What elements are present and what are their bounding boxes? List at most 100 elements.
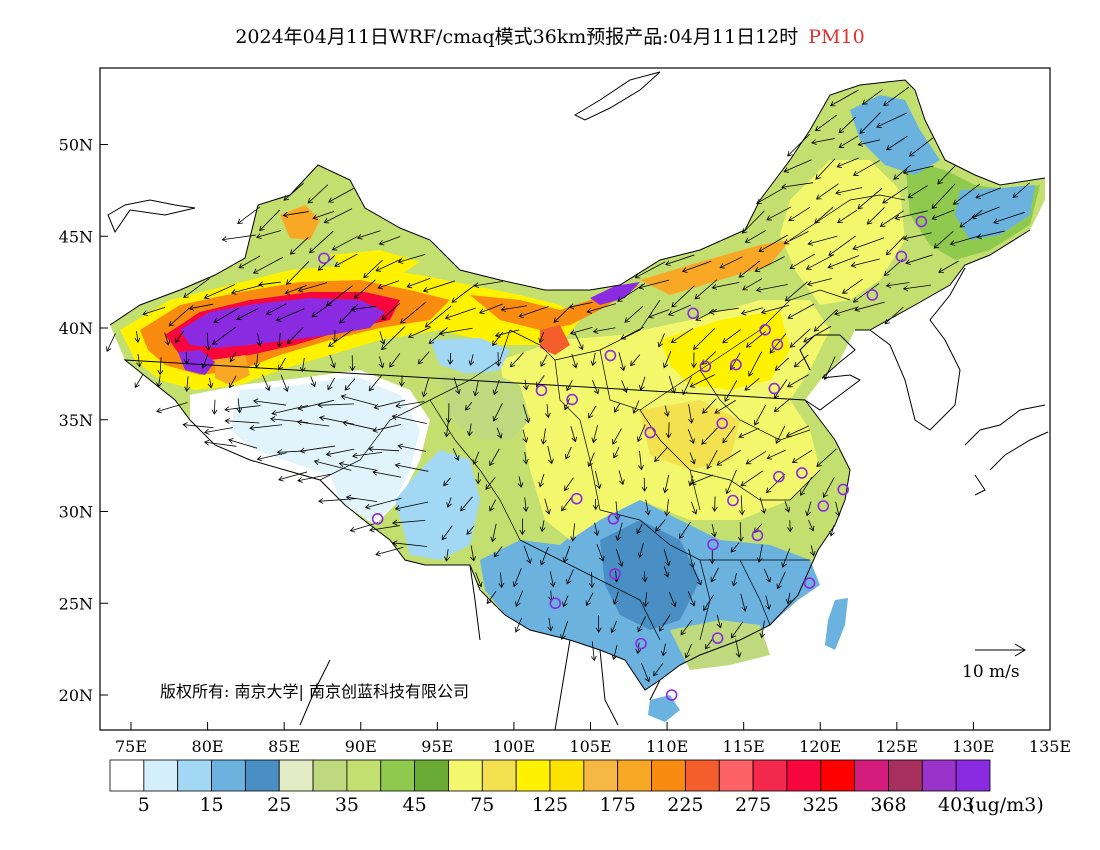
wind-arrow	[907, 185, 928, 199]
city-marker	[837, 483, 850, 496]
wind-arrow	[814, 114, 837, 132]
wind-arrow	[588, 405, 597, 419]
wind-arrow	[893, 164, 911, 180]
wind-arrow	[417, 351, 430, 365]
legend-swatch	[651, 759, 686, 792]
wind-arrow	[742, 278, 763, 291]
wind-arrow	[671, 285, 695, 308]
wind-arrow	[473, 281, 503, 289]
wind-arrow	[709, 549, 716, 565]
wind-arrow	[882, 186, 908, 204]
wind-arrow	[523, 545, 532, 565]
latitude-axis: 20N 25N 30N 35N 40N 45N 50N	[59, 136, 108, 705]
legend-swatch	[380, 759, 416, 792]
city-marker	[730, 358, 742, 371]
wind-arrow	[496, 427, 503, 439]
wind-arrow	[495, 352, 502, 367]
wind-arrow	[692, 328, 716, 350]
wind-arrow	[811, 138, 835, 145]
wind-arrow	[689, 374, 716, 388]
wind-arrow	[522, 379, 529, 391]
map-title: 2024年04月11日WRF/cmaq模式36km预报产品:04月11日12时 P…	[0, 22, 1100, 49]
wind-arrow	[838, 135, 859, 148]
wind-arrow	[228, 375, 237, 389]
wind-arrow	[325, 448, 355, 457]
wind-arrow	[754, 405, 766, 426]
wind-arrow	[829, 525, 835, 537]
wind-arrow	[618, 470, 625, 486]
wind-arrow	[571, 353, 578, 369]
wind-arrow	[722, 329, 741, 344]
wind-arrow	[310, 376, 316, 388]
city-marker	[644, 426, 657, 439]
wind-arrow	[612, 591, 619, 605]
y-tick-label: 20N	[59, 686, 93, 705]
taiwan-blue	[825, 598, 848, 650]
wind-arrow	[789, 253, 815, 269]
wind-arrow	[327, 377, 336, 391]
wind-arrow	[876, 112, 907, 129]
wind-arrow	[706, 450, 718, 470]
wind-arrow	[765, 474, 786, 494]
wind-arrow	[730, 621, 744, 639]
wind-arrow	[787, 520, 794, 533]
wind-arrow	[787, 133, 810, 157]
wind-arrow	[255, 230, 282, 239]
wind-arrow	[547, 445, 554, 465]
wind-arrow	[725, 469, 737, 495]
wind-arrow	[345, 494, 378, 503]
wind-arrow	[494, 329, 520, 338]
wind-arrow	[703, 594, 714, 612]
wind-arrow	[397, 253, 426, 264]
wind-arrow	[379, 331, 386, 345]
wind-arrow	[711, 524, 717, 538]
wind-arrow	[381, 326, 406, 351]
wind-arrow	[781, 548, 791, 568]
wind-arrow	[236, 398, 243, 414]
wind-arrow	[815, 183, 839, 200]
wind-arrow	[297, 282, 328, 293]
legend-swatch	[854, 759, 889, 792]
wind-arrow	[662, 351, 672, 369]
wind-reference-label: 10 m/s	[962, 662, 1020, 682]
wind-arrow	[344, 378, 356, 391]
wind-arrow	[714, 400, 736, 414]
wind-arrow	[834, 306, 858, 316]
wind-arrow	[134, 331, 141, 343]
wind-arrow	[444, 422, 450, 438]
wind-arrow	[741, 210, 765, 234]
wind-arrow	[931, 183, 956, 210]
city-marker	[549, 597, 562, 610]
city-marker	[866, 289, 879, 301]
wind-arrow	[852, 237, 885, 251]
wind-arrow	[902, 284, 931, 292]
wind-arrow	[447, 352, 454, 365]
yellow-sea-coast	[804, 374, 861, 411]
wind-arrow	[283, 182, 304, 201]
wind-arrow	[952, 183, 981, 205]
wind-arrow	[759, 620, 766, 639]
wind-arrow	[211, 326, 236, 345]
wind-arrow	[236, 308, 259, 321]
wind-arrow	[740, 307, 763, 316]
wind-arrow	[756, 544, 763, 563]
wind-arrow	[213, 307, 239, 324]
wind-arrow	[632, 400, 640, 414]
wind-arrow	[406, 278, 431, 289]
wind-arrow	[378, 356, 385, 369]
legend-unit: (ug/m3)	[968, 794, 1044, 816]
hebei-yellow-strong	[660, 310, 790, 390]
wind-arrow	[400, 302, 426, 324]
wind-arrow	[783, 159, 812, 173]
wind-arrow	[624, 305, 644, 323]
wind-arrow	[164, 332, 171, 346]
city-marker	[771, 338, 784, 351]
wind-arrow	[655, 519, 666, 532]
baikal	[573, 71, 661, 121]
wind-arrow	[475, 572, 483, 588]
wind-arrow	[136, 354, 143, 368]
wind-arrow	[823, 356, 836, 381]
wind-arrow	[398, 375, 405, 388]
legend-label: 175	[600, 794, 636, 816]
